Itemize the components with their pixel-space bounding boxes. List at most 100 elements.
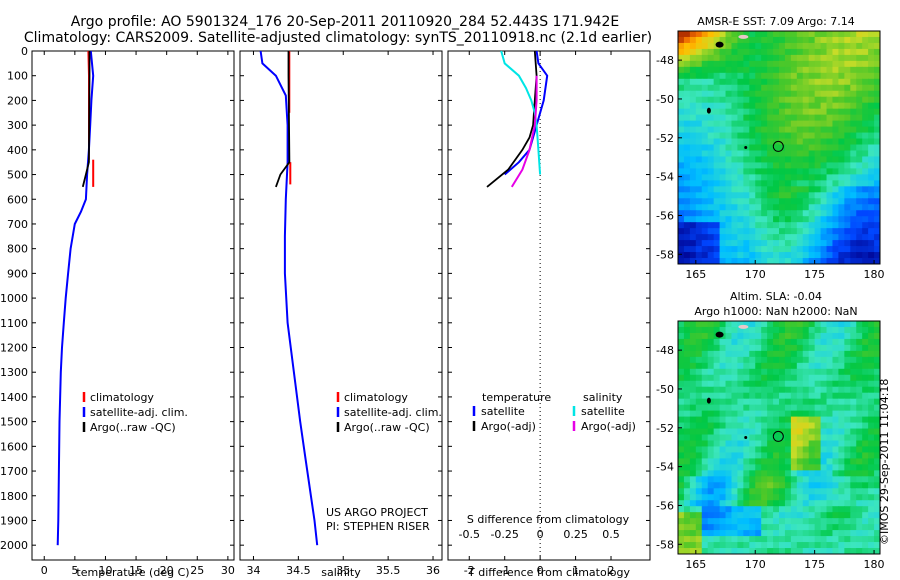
map-cell — [862, 150, 869, 158]
map-cell — [719, 518, 727, 525]
map-cell — [761, 108, 768, 116]
map-cell — [814, 210, 822, 217]
map-cell — [779, 440, 786, 448]
map-cell — [719, 54, 727, 62]
map-cell — [850, 120, 857, 128]
map-cell — [790, 410, 798, 418]
map-cell — [808, 60, 816, 68]
map-cell — [874, 350, 880, 358]
map-cell — [832, 428, 840, 436]
map-cell — [826, 138, 834, 146]
map-cell — [683, 246, 691, 253]
map-cell — [725, 186, 733, 193]
map-cell — [755, 180, 762, 187]
map-cell — [832, 344, 840, 352]
map-cell — [850, 84, 857, 92]
map-cell — [814, 332, 822, 340]
map-cell — [737, 162, 744, 170]
map-cell — [773, 524, 780, 531]
map-cell — [826, 228, 834, 235]
map-cell — [689, 512, 697, 519]
map-cell — [868, 168, 875, 175]
map-cell — [707, 440, 715, 448]
map-cell — [808, 204, 816, 211]
map-cell — [701, 536, 709, 543]
map-cell — [856, 66, 863, 74]
map-cell — [701, 410, 709, 418]
map-cell — [773, 240, 780, 247]
map-cell — [784, 78, 792, 86]
map-cell — [725, 120, 733, 128]
map-cell — [820, 416, 828, 424]
map-cell — [695, 258, 703, 264]
x-tick-label: 36 — [426, 564, 440, 577]
map-cell — [826, 338, 834, 346]
map-cell — [689, 174, 697, 181]
map-cell — [755, 228, 762, 235]
map-cell — [761, 422, 768, 430]
map-cell — [826, 78, 834, 86]
map-cell — [784, 506, 792, 513]
map-cell — [796, 252, 804, 259]
map-cell — [683, 42, 691, 50]
map-cell — [796, 422, 804, 430]
map-cell — [701, 488, 709, 495]
map-cell — [689, 368, 697, 376]
map-cell — [737, 210, 744, 217]
map-cell — [862, 344, 869, 352]
map-cell — [808, 210, 816, 217]
map-cell — [868, 228, 875, 235]
map-cell — [767, 452, 774, 460]
map-cell — [832, 42, 840, 50]
map-cell — [826, 494, 834, 501]
map-cell — [790, 246, 798, 253]
map-cell — [701, 392, 709, 400]
map-cell — [802, 380, 810, 388]
map-cell — [689, 72, 697, 80]
map-cell — [832, 168, 840, 175]
map-cell — [826, 234, 834, 241]
map-cell — [796, 246, 804, 253]
map-cell — [719, 96, 727, 104]
map-cell — [820, 36, 828, 44]
map-cell — [874, 66, 880, 74]
map-cell — [749, 368, 756, 376]
map-cell — [689, 524, 697, 531]
map-cell — [802, 42, 810, 50]
map-cell — [820, 428, 828, 436]
map-cell — [773, 228, 780, 235]
map-cell — [678, 500, 685, 507]
map-cell — [731, 162, 739, 170]
map-cell — [868, 530, 875, 537]
map-cell — [874, 458, 880, 465]
map-cell — [767, 216, 774, 223]
map-cell — [689, 530, 697, 537]
series-line — [56, 50, 95, 546]
map-cell — [749, 422, 756, 430]
map-cell — [749, 90, 756, 98]
map-cell — [731, 410, 739, 418]
map-cell — [678, 234, 685, 241]
map-cell — [802, 338, 810, 346]
map-cell — [856, 398, 863, 406]
map-cell — [725, 138, 733, 146]
map-cell — [743, 48, 750, 56]
map-cell — [719, 410, 727, 418]
map-cell — [695, 524, 703, 531]
map-cell — [713, 48, 721, 56]
map-cell — [743, 386, 750, 394]
map-cell — [814, 416, 822, 424]
map-cell — [678, 132, 685, 140]
map-cell — [838, 326, 845, 334]
map-cell — [784, 536, 792, 543]
map-cell — [808, 228, 816, 235]
map-cell — [725, 344, 733, 352]
map-cell — [856, 108, 863, 116]
map-cell — [707, 512, 715, 519]
map-cell — [826, 464, 834, 471]
map-cell — [719, 168, 727, 175]
map-cell — [707, 156, 715, 164]
map-cell — [784, 434, 792, 442]
map-cell — [874, 102, 880, 110]
map-cell — [737, 72, 744, 80]
